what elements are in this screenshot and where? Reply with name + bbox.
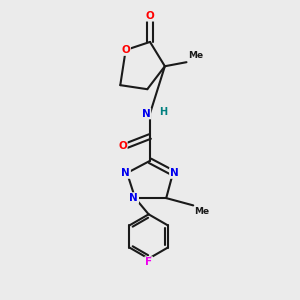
Text: H: H bbox=[160, 107, 168, 117]
Text: F: F bbox=[145, 257, 152, 267]
Text: O: O bbox=[146, 11, 154, 21]
Text: N: N bbox=[170, 168, 179, 178]
Text: N: N bbox=[121, 168, 130, 178]
Text: N: N bbox=[142, 109, 150, 118]
Text: O: O bbox=[118, 141, 127, 151]
Text: O: O bbox=[121, 45, 130, 55]
Text: Me: Me bbox=[195, 207, 210, 216]
Text: Me: Me bbox=[188, 51, 203, 60]
Text: N: N bbox=[129, 193, 138, 203]
